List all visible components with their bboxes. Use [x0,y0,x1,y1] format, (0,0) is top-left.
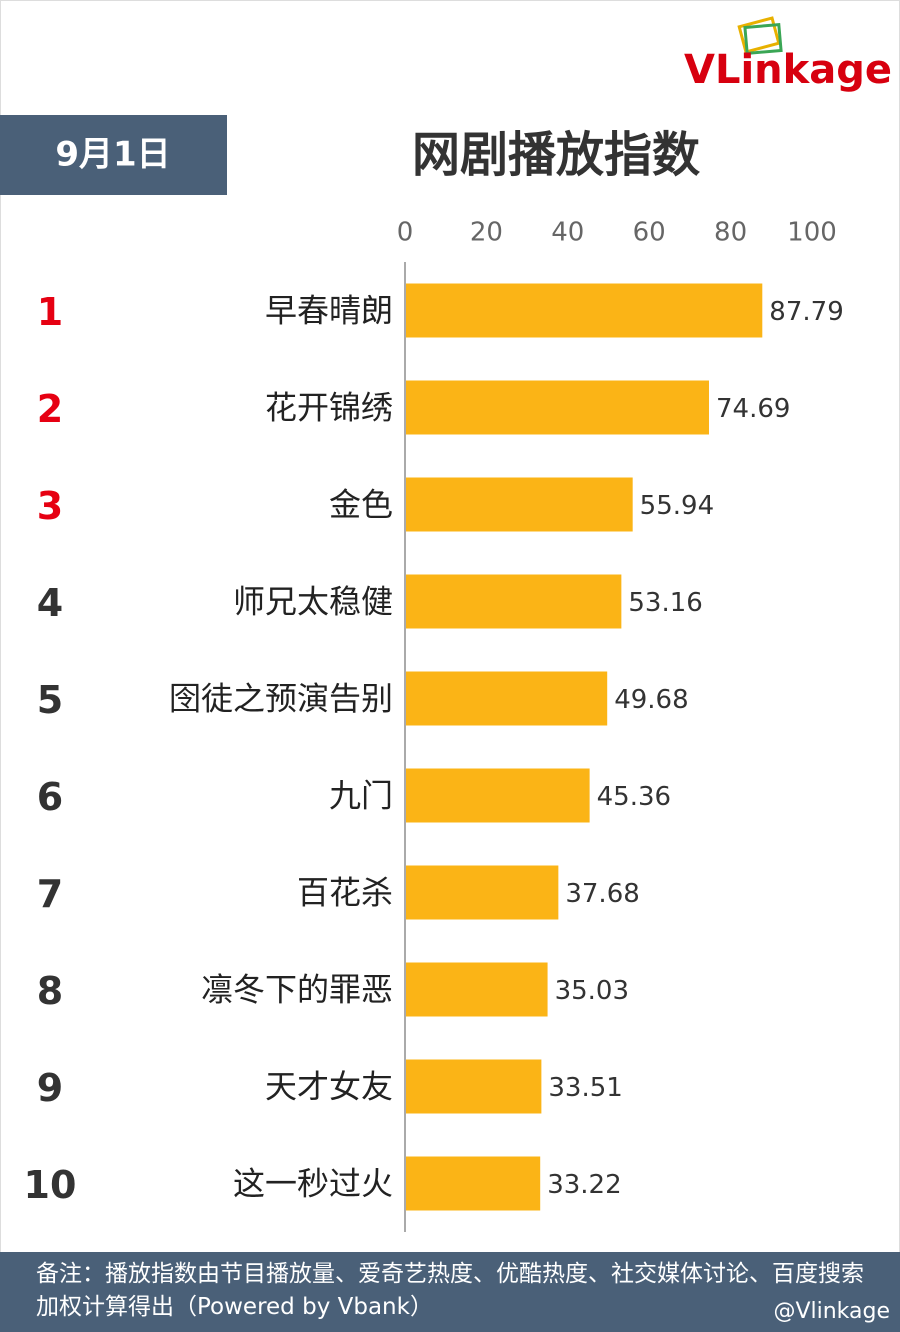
bar [406,574,622,629]
footnote: 备注：播放指数由节目播放量、爱奇艺热度、优酷热度、社交媒体讨论、百度搜索加权计算… [36,1261,864,1320]
watermark: @Vlinkage [773,1299,890,1324]
bar [406,962,548,1017]
bar [406,1156,541,1211]
category-label: 金色 [329,486,393,524]
category-label: 花开锦绣 [265,389,393,427]
value-label: 53.16 [628,588,702,618]
value-label: 49.68 [614,685,688,715]
category-label: 九门 [329,777,393,815]
rank: 3 [37,484,63,528]
brand-logo: VLinkage [684,47,892,93]
rank: 6 [37,775,63,819]
category-label: 百花杀 [297,874,393,912]
category-label: 这一秒过火 [233,1165,393,1203]
bar [406,1059,542,1114]
x-tick-label: 20 [470,218,503,248]
chart-title: 网剧播放指数 [412,127,700,183]
rank: 1 [37,290,63,334]
rank: 7 [37,872,63,916]
x-tick-label: 0 [397,218,414,248]
bar [406,380,709,435]
footer-band [0,1252,900,1332]
rank: 2 [37,387,63,431]
value-label: 35.03 [555,976,629,1006]
date-box [0,115,227,195]
x-tick-label: 40 [551,218,584,248]
value-label: 37.68 [565,879,639,909]
value-label: 33.51 [548,1073,622,1103]
category-label: 凛冬下的罪恶 [201,971,393,1009]
rank: 4 [37,581,63,625]
bar [406,477,633,532]
x-tick-label: 80 [714,218,747,248]
category-label: 天才女友 [265,1068,393,1106]
rank: 5 [37,678,63,722]
x-tick-label: 60 [633,218,666,248]
bar [406,671,608,726]
rank: 10 [24,1163,77,1207]
bar [406,283,763,338]
category-label: 囹徒之预演告别 [169,680,393,718]
value-label: 55.94 [640,491,714,521]
x-tick-label: 100 [787,218,837,248]
category-label: 师兄太稳健 [233,583,393,621]
rank: 8 [37,969,63,1013]
value-label: 45.36 [597,782,671,812]
rank: 9 [37,1066,63,1110]
value-label: 87.79 [769,297,843,327]
bar [406,768,590,823]
date: 9月1日 [55,135,170,175]
value-label: 33.22 [547,1170,621,1200]
logo-icon [737,16,783,56]
bar [406,865,559,920]
category-label: 早春晴朗 [265,292,393,330]
value-label: 74.69 [716,394,790,424]
